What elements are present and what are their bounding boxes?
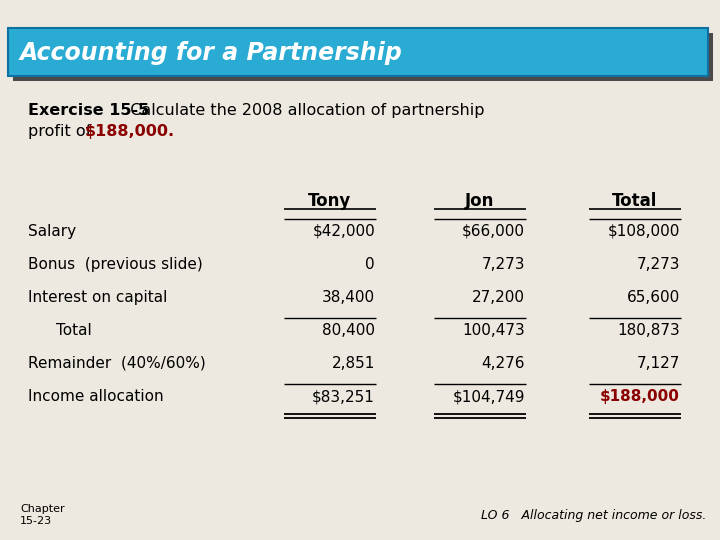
Text: 80,400: 80,400 <box>322 323 375 338</box>
Text: $188,000: $188,000 <box>600 389 680 404</box>
Text: Accounting for a Partnership: Accounting for a Partnership <box>20 41 402 65</box>
Text: Total: Total <box>612 192 657 210</box>
Text: $108,000: $108,000 <box>608 224 680 239</box>
Text: Tony: Tony <box>308 192 351 210</box>
Bar <box>13 33 713 81</box>
Text: 4,276: 4,276 <box>482 356 525 371</box>
Text: 7,273: 7,273 <box>636 257 680 272</box>
Text: Interest on capital: Interest on capital <box>28 290 167 305</box>
Text: 38,400: 38,400 <box>322 290 375 305</box>
Text: 2,851: 2,851 <box>332 356 375 371</box>
Bar <box>8 28 708 76</box>
Text: 100,473: 100,473 <box>462 323 525 338</box>
Text: Jon: Jon <box>465 192 495 210</box>
Text: 65,600: 65,600 <box>626 290 680 305</box>
Text: 180,873: 180,873 <box>617 323 680 338</box>
Text: 27,200: 27,200 <box>472 290 525 305</box>
Text: Calculate the 2008 allocation of partnership: Calculate the 2008 allocation of partner… <box>120 103 485 118</box>
Text: 0: 0 <box>365 257 375 272</box>
Text: $66,000: $66,000 <box>462 224 525 239</box>
Text: Income allocation: Income allocation <box>28 389 163 404</box>
Text: Bonus  (previous slide): Bonus (previous slide) <box>28 257 203 272</box>
Text: $42,000: $42,000 <box>312 224 375 239</box>
Text: $188,000.: $188,000. <box>85 124 175 139</box>
Text: $104,749: $104,749 <box>452 389 525 404</box>
Text: LO 6   Allocating net income or loss.: LO 6 Allocating net income or loss. <box>481 509 706 522</box>
Text: Salary: Salary <box>28 224 76 239</box>
Text: 7,273: 7,273 <box>482 257 525 272</box>
Text: profit of: profit of <box>28 124 96 139</box>
Text: Chapter
15-23: Chapter 15-23 <box>20 504 65 526</box>
Text: Total: Total <box>56 323 91 338</box>
Text: Exercise 15-5: Exercise 15-5 <box>28 103 149 118</box>
Text: $83,251: $83,251 <box>312 389 375 404</box>
Text: 7,127: 7,127 <box>636 356 680 371</box>
Text: Remainder  (40%/60%): Remainder (40%/60%) <box>28 356 206 371</box>
